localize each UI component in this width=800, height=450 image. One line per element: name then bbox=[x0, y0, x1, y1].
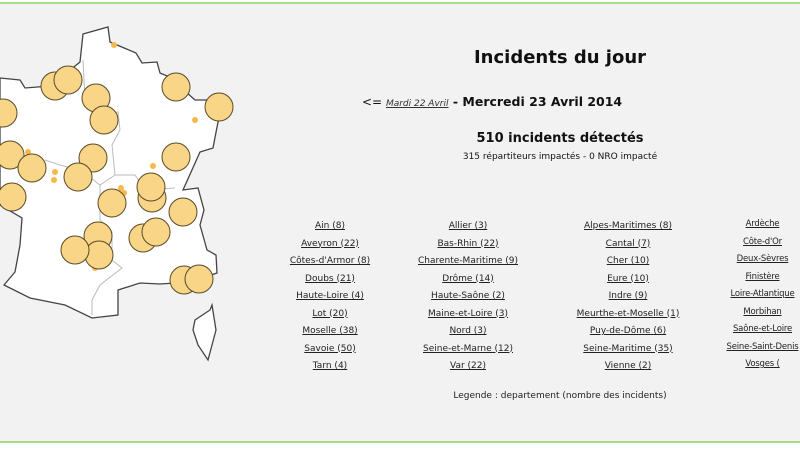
department-link[interactable]: Loire-Atlantique bbox=[730, 289, 795, 299]
incident-marker[interactable] bbox=[84, 240, 114, 270]
prev-arrow: <= bbox=[362, 95, 383, 109]
incident-marker[interactable] bbox=[136, 172, 166, 202]
small-incident-marker[interactable] bbox=[25, 149, 31, 155]
department-link[interactable]: Allier (3) bbox=[448, 221, 488, 231]
incident-marker[interactable] bbox=[0, 182, 27, 212]
date-navigation: <= Mardi 22 Avril - Mercredi 23 Avril 20… bbox=[362, 94, 622, 109]
department-list: Ain (8) Allier (3) Alpes-Maritimes (8) Ardè… bbox=[255, 219, 800, 373]
previous-day-link[interactable]: Mardi 22 Avril bbox=[385, 99, 449, 109]
incident-marker[interactable] bbox=[97, 188, 127, 218]
department-link[interactable]: Cantal (7) bbox=[605, 238, 651, 249]
small-incident-marker[interactable] bbox=[118, 185, 124, 191]
department-link[interactable]: Deux-Sèvres bbox=[736, 254, 789, 264]
incident-marker[interactable] bbox=[53, 65, 83, 95]
department-link[interactable]: Ain (8) bbox=[315, 221, 345, 231]
incident-marker[interactable] bbox=[161, 72, 191, 102]
department-link[interactable]: Aveyron (22) bbox=[301, 238, 359, 249]
small-incident-marker[interactable] bbox=[192, 117, 198, 123]
department-link[interactable]: Nord (3) bbox=[449, 326, 487, 336]
department-link[interactable]: Moselle (38) bbox=[302, 326, 358, 336]
incident-count: 510 incidents détectés bbox=[476, 131, 644, 146]
small-incident-marker[interactable] bbox=[150, 163, 156, 169]
department-link[interactable]: Cher (10) bbox=[606, 256, 650, 266]
department-link[interactable]: Vienne (2) bbox=[604, 361, 652, 371]
incident-marker[interactable] bbox=[60, 235, 90, 265]
corsica-outline bbox=[192, 302, 217, 362]
incident-markers bbox=[0, 42, 234, 295]
incident-marker[interactable] bbox=[89, 105, 119, 135]
department-link[interactable]: Maine-et-Loire (3) bbox=[427, 308, 509, 319]
department-link[interactable]: Eure (10) bbox=[607, 273, 649, 284]
department-link[interactable]: Haute-Saône (2) bbox=[431, 291, 505, 301]
department-link[interactable]: Finistère bbox=[745, 271, 780, 282]
date-separator: - bbox=[448, 94, 463, 109]
department-link[interactable]: Bas-Rhin (22) bbox=[437, 238, 499, 249]
department-link[interactable]: Côtes-d'Armor (8) bbox=[289, 256, 371, 266]
small-incident-marker[interactable] bbox=[111, 42, 117, 48]
department-link[interactable]: Morbihan bbox=[743, 306, 782, 317]
department-link[interactable]: Indre (9) bbox=[608, 291, 648, 301]
department-link[interactable]: Charente-Maritime (9) bbox=[418, 256, 518, 266]
department-link[interactable]: Puy-de-Dôme (6) bbox=[589, 326, 667, 336]
current-date: Mercredi 23 Avril 2014 bbox=[462, 94, 623, 109]
incident-marker[interactable] bbox=[204, 92, 234, 122]
incident-marker[interactable] bbox=[168, 197, 198, 227]
incident-marker[interactable] bbox=[161, 142, 191, 172]
department-link[interactable]: Alpes-Maritimes (8) bbox=[584, 221, 672, 231]
department-link[interactable]: Ardèche bbox=[745, 219, 780, 229]
impact-details: 315 répartiteurs impactés - 0 NRO impact… bbox=[462, 152, 658, 162]
incident-marker[interactable] bbox=[184, 264, 214, 294]
small-incident-marker[interactable] bbox=[52, 169, 58, 175]
department-link[interactable]: Vosges ( bbox=[745, 359, 780, 369]
department-link[interactable]: Saône-et-Loire bbox=[732, 324, 792, 334]
department-link[interactable]: Lot (20) bbox=[312, 308, 348, 319]
department-link[interactable]: Drôme (14) bbox=[442, 273, 494, 284]
department-link[interactable]: Haute-Loire (4) bbox=[296, 291, 364, 301]
department-link[interactable]: Seine-et-Marne (12) bbox=[423, 343, 513, 354]
incident-marker[interactable] bbox=[17, 153, 47, 183]
legend: Legende : departement (nombre des incide… bbox=[453, 391, 667, 401]
department-link[interactable]: Savoie (50) bbox=[304, 343, 356, 354]
department-link[interactable]: Seine-Maritime (35) bbox=[583, 343, 673, 354]
page-title: Incidents du jour bbox=[473, 47, 647, 68]
department-link[interactable]: Doubs (21) bbox=[305, 273, 355, 284]
incident-marker[interactable] bbox=[141, 217, 171, 247]
department-link[interactable]: Meurthe-et-Moselle (1) bbox=[576, 308, 680, 319]
incident-marker[interactable] bbox=[0, 140, 25, 170]
small-incident-marker[interactable] bbox=[51, 177, 57, 183]
department-link[interactable]: Var (22) bbox=[449, 361, 486, 371]
department-link[interactable]: Tarn (4) bbox=[312, 361, 348, 371]
department-link[interactable]: Côte-d'Or bbox=[743, 236, 782, 247]
incident-marker[interactable] bbox=[63, 162, 93, 192]
france-incident-map[interactable] bbox=[0, 0, 260, 450]
incident-marker[interactable] bbox=[0, 98, 18, 128]
department-link[interactable]: Seine-Saint-Denis bbox=[726, 341, 799, 352]
